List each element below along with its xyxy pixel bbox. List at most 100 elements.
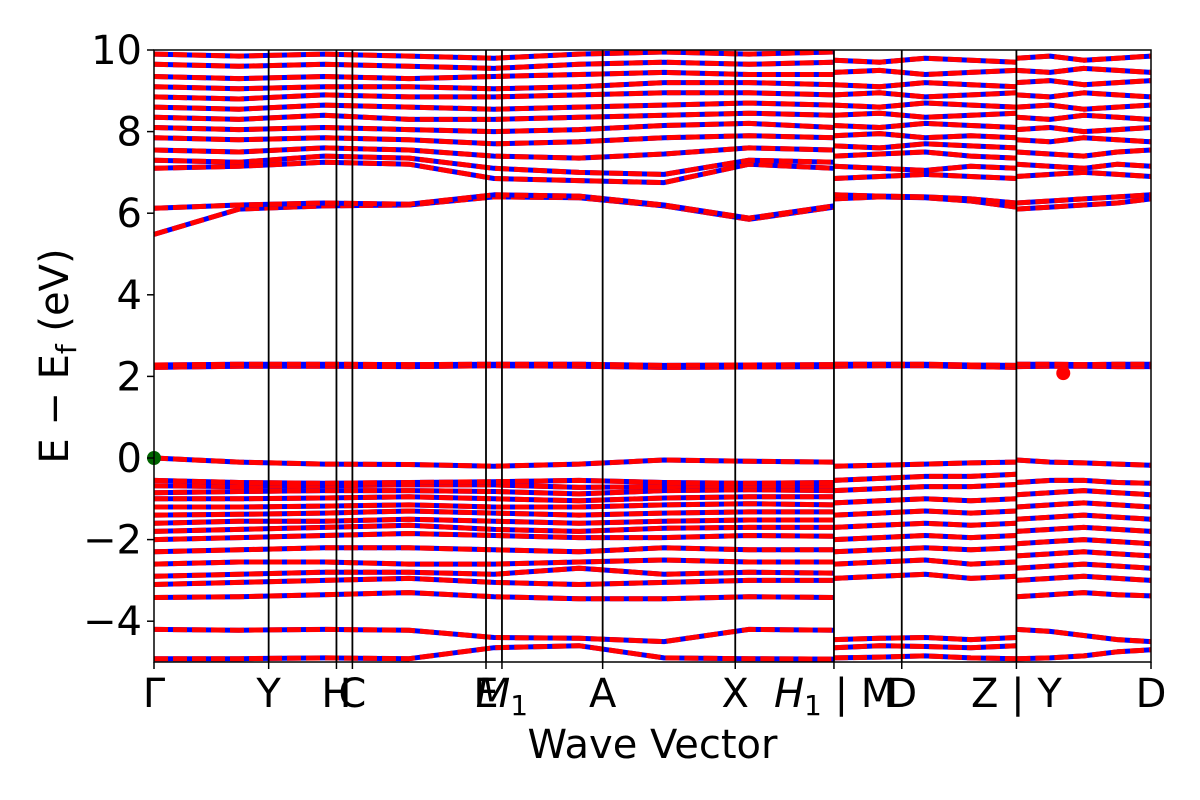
band-spin-down-1-24 [833, 100, 1017, 110]
band-spin-up-0-3 [153, 575, 834, 587]
band-spin-down-2-0 [1016, 647, 1152, 662]
cbm-marker [1056, 366, 1071, 381]
y-tick-label-7: 10 [91, 28, 142, 74]
x-tick-label-8: H1 | M [774, 671, 895, 722]
band-spin-up-0-6 [153, 545, 834, 555]
band-spin-down-2-21 [1016, 125, 1152, 135]
band-spin-up-0-14 [153, 482, 834, 490]
band-spin-up-0-24 [153, 133, 835, 147]
x-tick-label-7: X [722, 671, 749, 717]
band-spin-up-0-29 [153, 80, 835, 92]
band-spin-down-1-9 [833, 496, 1017, 506]
band-spin-down-2-19 [1016, 147, 1152, 159]
x-tick-label-1: Y [255, 671, 281, 717]
y-axis-title-sub: f [50, 343, 83, 354]
x-tick-label-10: Z | Y [971, 671, 1062, 717]
band-spin-up-0-10 [153, 508, 834, 518]
x-tick-label-2: H [321, 671, 351, 717]
band-spin-down-2-23 [1016, 102, 1152, 112]
x-tick-label-11: D [1136, 671, 1167, 717]
x-tick-label-6: A [589, 671, 617, 717]
band-spin-up-0-20 [153, 192, 835, 221]
band-spin-up-0-23 [153, 145, 835, 161]
band-spin-down-1-2 [833, 635, 1017, 643]
band-spin-down-2-11 [1016, 477, 1152, 486]
band-spin-down-2-18 [1016, 161, 1152, 171]
band-spin-down-2-12 [1016, 457, 1152, 468]
band-spin-down-2-20 [1016, 135, 1152, 145]
band-spin-down-1-23 [833, 110, 1017, 120]
band-spin-down-2-8 [1016, 512, 1152, 522]
band-spin-down-2-1 [1016, 626, 1152, 645]
markers-layer [147, 366, 1071, 465]
y-axis-title-main: E − E [32, 354, 78, 464]
band-spin-down-2-26 [1016, 65, 1152, 75]
y-tick-label-2: 0 [117, 436, 142, 482]
y-axis-ticks: −4 −2 0 2 4 6 8 10 [83, 28, 154, 645]
y-axis-title-unit-text: (eV) [32, 248, 78, 331]
band-spin-up-0-26 [153, 110, 835, 122]
band-spin-down-2-22 [1016, 112, 1152, 122]
y-axis-title-unit [32, 332, 78, 345]
band-spin-down-2-6 [1016, 537, 1152, 547]
band-spin-down-2-27 [1016, 53, 1152, 63]
band-spin-up-0-5 [153, 557, 834, 567]
band-spin-down-2-17 [1016, 169, 1152, 179]
band-spin-down-1-5 [833, 545, 1017, 555]
band-spin-up-0-2 [153, 590, 835, 602]
x-tick-label-0: Γ [143, 671, 166, 717]
band-spin-up-0-18 [153, 361, 835, 368]
band-spin-down-2-24 [1016, 90, 1152, 100]
y-axis-title: E − Ef (eV) [32, 248, 83, 463]
band-spin-up-0-13 [153, 487, 835, 497]
x-tick-label-9: D [886, 671, 917, 717]
band-spin-down-2-16 [1016, 192, 1152, 206]
band-spin-down-1-16 [833, 192, 1017, 206]
y-tick-label-6: 8 [117, 110, 142, 156]
band-spin-up-0-28 [153, 90, 835, 102]
band-spin-down-1-14 [834, 361, 1017, 368]
band-spin-up-0-11 [154, 501, 835, 510]
x-tick-label-5: M1 [476, 671, 528, 722]
x-tick-label-4: E [473, 671, 498, 717]
band-spin-up-0-21 [153, 159, 835, 186]
band-spin-down-1-10 [833, 482, 1017, 494]
band-spin-down-2-4 [1016, 561, 1152, 571]
band-spin-up-0-12 [154, 494, 834, 504]
band-spin-up-0-7 [153, 531, 835, 543]
band-spin-down-1-25 [833, 90, 1017, 100]
band-spin-down-2-7 [1016, 524, 1152, 534]
y-tick-label-4: 4 [117, 273, 142, 319]
high-symmetry-lines [267, 50, 1018, 662]
band-spin-down-1-18 [833, 163, 1017, 173]
band-spin-down-2-25 [1016, 78, 1152, 88]
band-spin-down-1-17 [833, 171, 1017, 181]
band-spin-up-0-25 [153, 120, 835, 135]
band-spin-down-2-5 [1016, 549, 1152, 559]
band-spin-down-1-12 [833, 459, 1017, 469]
band-spin-up-0-27 [153, 100, 835, 112]
band-spin-down-1-8 [833, 508, 1017, 518]
band-spin-down-1-3 [833, 571, 1017, 581]
band-spin-down-1-1 [833, 643, 1017, 651]
band-spin-down-1-19 [833, 149, 1017, 161]
band-spin-down-1-26 [833, 80, 1017, 90]
band-spin-down-2-9 [1016, 500, 1152, 510]
plot-frame [153, 49, 1152, 663]
band-spin-down-2-15 [1016, 196, 1152, 212]
band-spin-down-1-22 [833, 120, 1017, 130]
band-spin-down-1-20 [833, 141, 1017, 151]
y-tick-label-0: −4 [83, 599, 142, 645]
band-spin-up-0-32 [153, 49, 835, 61]
band-spin-up-0-8 [153, 522, 834, 534]
band-spin-down-2-10 [1016, 488, 1152, 498]
y-tick-label-5: 6 [117, 191, 142, 237]
band-spin-down-1-0 [833, 653, 1017, 662]
band-spin-down-1-28 [833, 55, 1017, 65]
bands-layer [153, 49, 1152, 662]
band-spin-down-1-11 [833, 471, 1017, 483]
band-spin-up-0-30 [153, 69, 834, 82]
band-spin-down-1-4 [833, 557, 1017, 567]
